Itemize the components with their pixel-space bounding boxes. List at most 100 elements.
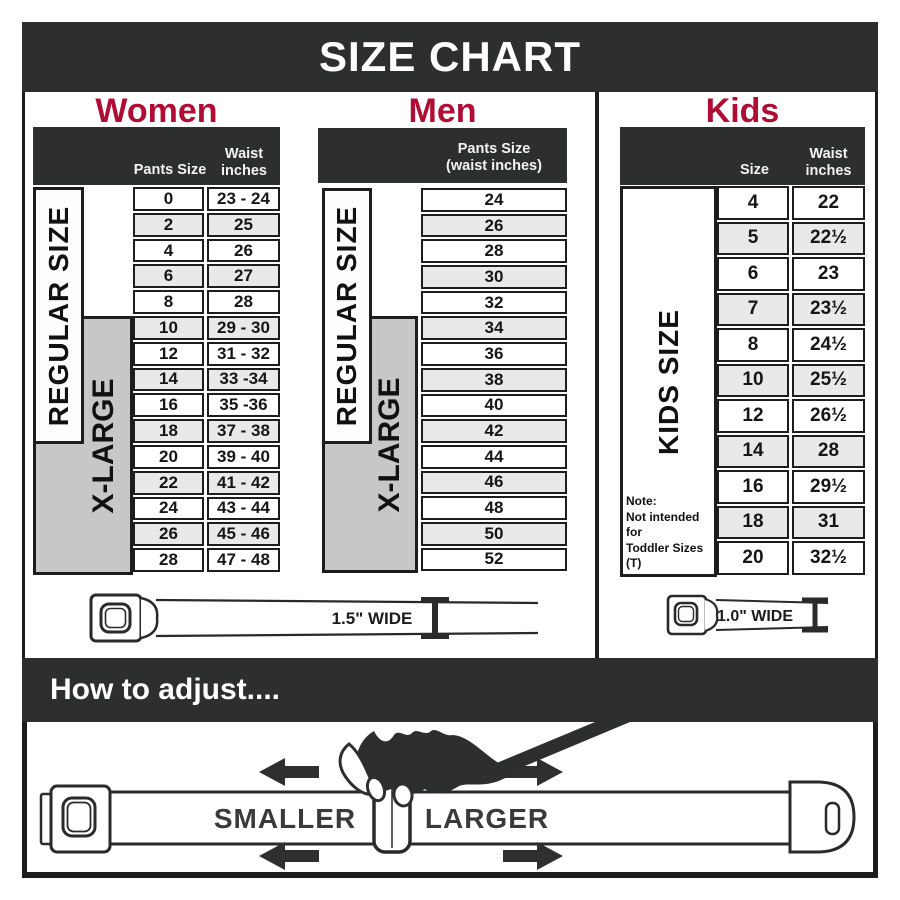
table-row: 20 39 - 40 bbox=[133, 444, 280, 469]
kids-size-cell: 4 bbox=[717, 186, 789, 220]
waist-cell: 37 - 38 bbox=[207, 419, 280, 443]
waist-cell: 26½ bbox=[792, 399, 865, 433]
kids-table-body: 4 22 5 22½ 6 23 7 23½ 8 24½ 10 25½ 12 26… bbox=[717, 186, 865, 577]
pants-size-cell: 24 bbox=[421, 188, 567, 212]
kids-size-cell: 5 bbox=[717, 221, 789, 255]
kids-heading: Kids bbox=[705, 92, 780, 130]
table-row: 44 bbox=[421, 444, 567, 469]
pants-size-cell: 44 bbox=[421, 444, 567, 469]
pants-size-cell: 30 bbox=[421, 265, 567, 289]
waist-cell: 47 - 48 bbox=[207, 548, 280, 572]
kids-size-cell: 18 bbox=[717, 505, 789, 539]
width-measure-icon bbox=[802, 597, 828, 633]
waist-cell: 33 -34 bbox=[207, 367, 280, 392]
table-row: 2 25 bbox=[133, 212, 280, 237]
table-row: 22 41 - 42 bbox=[133, 470, 280, 495]
pants-size-cell: 38 bbox=[421, 367, 567, 392]
table-row: 24 bbox=[421, 188, 567, 212]
pants-size-cell: 16 bbox=[133, 393, 204, 418]
kids-size-cell: 14 bbox=[717, 434, 789, 468]
pants-size-cell: 48 bbox=[421, 496, 567, 520]
kids-size-cell: 20 bbox=[717, 541, 789, 575]
table-row: 24 43 - 44 bbox=[133, 496, 280, 521]
waist-cell: 28 bbox=[792, 434, 865, 468]
waist-cell: 22½ bbox=[792, 221, 865, 255]
table-row: 6 23 bbox=[717, 257, 865, 291]
how-to-adjust-heading: How to adjust.... bbox=[50, 673, 280, 706]
waist-cell: 45 - 46 bbox=[207, 522, 280, 547]
kids-size-header: Size bbox=[739, 161, 769, 178]
women-pants-size-header: Pants Size bbox=[133, 161, 207, 178]
pants-size-cell: 28 bbox=[421, 239, 567, 264]
table-row: 32 bbox=[421, 290, 567, 315]
table-row: 26 bbox=[421, 213, 567, 238]
kids-section-divider bbox=[595, 92, 599, 658]
kids-size-label: KIDS SIZE bbox=[652, 308, 684, 455]
men-table-header: Pants Size (waist inches) bbox=[318, 128, 567, 183]
pants-size-cell: 20 bbox=[133, 444, 204, 469]
toddler-note: Note: Not intended for Toddler Sizes (T) bbox=[626, 494, 704, 571]
waist-cell: 23 bbox=[792, 257, 865, 291]
pants-size-cell: 2 bbox=[133, 212, 204, 237]
table-row: 48 bbox=[421, 496, 567, 520]
pants-size-cell: 12 bbox=[133, 341, 204, 366]
table-row: 28 bbox=[421, 239, 567, 264]
waist-cell: 26 bbox=[207, 238, 280, 263]
pants-size-cell: 26 bbox=[133, 522, 204, 547]
pants-size-cell: 34 bbox=[421, 316, 567, 341]
women-table-header: Pants Size Waist inches bbox=[33, 127, 280, 185]
adjust-arrows bbox=[259, 758, 563, 870]
belt-strap bbox=[155, 598, 539, 638]
waist-cell: 29½ bbox=[792, 470, 865, 504]
men-xlarge-label: X-LARGE bbox=[372, 377, 406, 512]
table-row: 40 bbox=[421, 393, 567, 418]
pants-size-cell: 28 bbox=[133, 548, 204, 572]
table-row: 36 bbox=[421, 342, 567, 366]
table-row: 52 bbox=[421, 547, 567, 572]
women-waist-header: Waist inches bbox=[221, 145, 267, 179]
arrow-left-icon bbox=[259, 758, 319, 786]
table-row: 8 24½ bbox=[717, 328, 865, 362]
table-row: 12 31 - 32 bbox=[133, 341, 280, 366]
waist-cell: 29 - 30 bbox=[207, 315, 280, 340]
table-row: 50 bbox=[421, 521, 567, 546]
table-row: 38 bbox=[421, 367, 567, 392]
women-table-body: 0 23 - 24 2 25 4 26 6 27 8 28 10 29 - 30… bbox=[133, 187, 280, 574]
page-title: SIZE CHART bbox=[319, 33, 581, 80]
how-to-adjust-bar: How to adjust.... bbox=[22, 658, 878, 722]
table-row: 34 bbox=[421, 316, 567, 341]
arrow-left-icon bbox=[259, 842, 319, 870]
women-regular-label: REGULAR SIZE bbox=[42, 205, 74, 426]
table-row: 4 22 bbox=[717, 186, 865, 220]
kids-belt-width-label: 1.0" WIDE bbox=[717, 608, 793, 625]
pants-size-cell: 46 bbox=[421, 470, 567, 495]
table-row: 20 32½ bbox=[717, 541, 865, 575]
waist-cell: 43 - 44 bbox=[207, 496, 280, 521]
hand-pinch-icon bbox=[338, 722, 630, 808]
seatbelt-buckle-icon bbox=[39, 784, 112, 854]
waist-cell: 22 bbox=[792, 186, 865, 220]
waist-cell: 31 bbox=[792, 505, 865, 539]
pants-size-cell: 36 bbox=[421, 342, 567, 366]
pants-size-cell: 14 bbox=[133, 367, 204, 392]
men-regular-label: REGULAR SIZE bbox=[331, 205, 362, 427]
title-bar: SIZE CHART bbox=[22, 22, 878, 92]
waist-cell: 27 bbox=[207, 264, 280, 289]
waist-cell: 24½ bbox=[792, 328, 865, 362]
table-row: 8 28 bbox=[133, 290, 280, 314]
waist-cell: 23 - 24 bbox=[207, 187, 280, 211]
table-row: 18 31 bbox=[717, 505, 865, 539]
table-row: 7 23½ bbox=[717, 292, 865, 326]
adult-belt-illustration: 1.5" WIDE bbox=[89, 593, 539, 643]
table-row: 14 33 -34 bbox=[133, 367, 280, 392]
table-row: 14 28 bbox=[717, 434, 865, 468]
kids-size-cell: 12 bbox=[717, 399, 789, 433]
pants-size-cell: 24 bbox=[133, 496, 204, 521]
waist-cell: 31 - 32 bbox=[207, 341, 280, 366]
table-row: 0 23 - 24 bbox=[133, 187, 280, 211]
pants-size-cell: 26 bbox=[421, 213, 567, 238]
pants-size-cell: 50 bbox=[421, 521, 567, 546]
men-regular-box: REGULAR SIZE bbox=[322, 188, 372, 444]
arrow-right-icon bbox=[503, 758, 563, 786]
waist-cell: 41 - 42 bbox=[207, 470, 280, 495]
